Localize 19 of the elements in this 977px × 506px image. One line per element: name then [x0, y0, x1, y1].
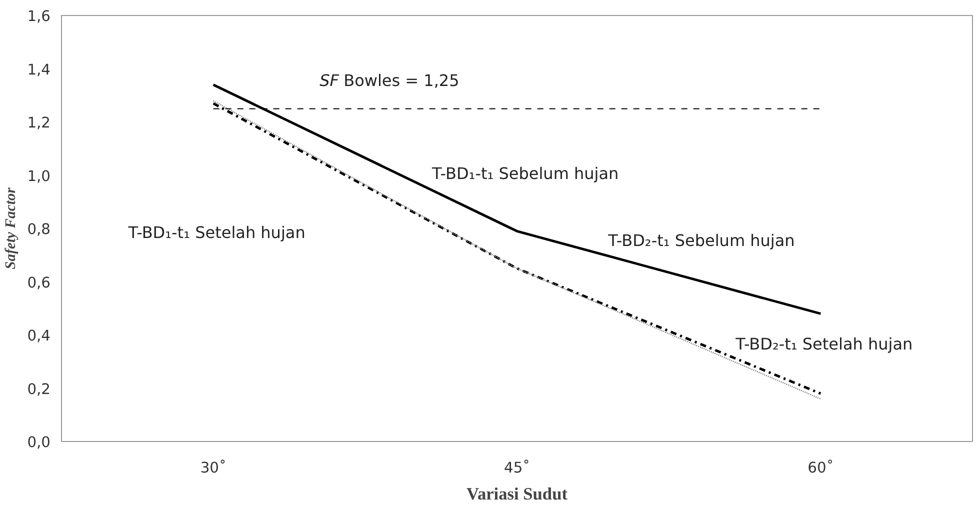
y-tick-label: 0,0 [27, 434, 51, 451]
y-tick-label: 1,6 [27, 8, 51, 25]
y-tick-label: 1,0 [27, 168, 51, 185]
annotation: T-BD₂-t₁ Setelah hujan [734, 334, 913, 354]
y-tick-label: 0,2 [27, 380, 51, 398]
x-tick-label: 30˚ [200, 460, 226, 476]
x-tick-label: 60˚ [808, 460, 834, 476]
y-tick-label: 0,4 [27, 328, 51, 344]
y-axis-title: Safety Factor [3, 187, 20, 270]
annotation: T-BD₂-t₁ Sebelum hujan [607, 230, 795, 250]
y-tick-label: 0,8 [27, 221, 51, 238]
annotation: T-BD₁-t₁ Setelah hujan [127, 222, 306, 242]
y-tick-label: 0,6 [27, 274, 51, 292]
annotation: T-BD₁-t₁ Sebelum hujan [430, 164, 619, 184]
y-tick-label: 1,4 [27, 61, 51, 78]
x-axis-title: Variasi Sudut [466, 484, 568, 504]
y-tick-label: 1,2 [27, 114, 51, 132]
x-tick-label: 45˚ [504, 460, 530, 476]
ref-line-label: SF Bowles = 1,25 [320, 71, 460, 90]
